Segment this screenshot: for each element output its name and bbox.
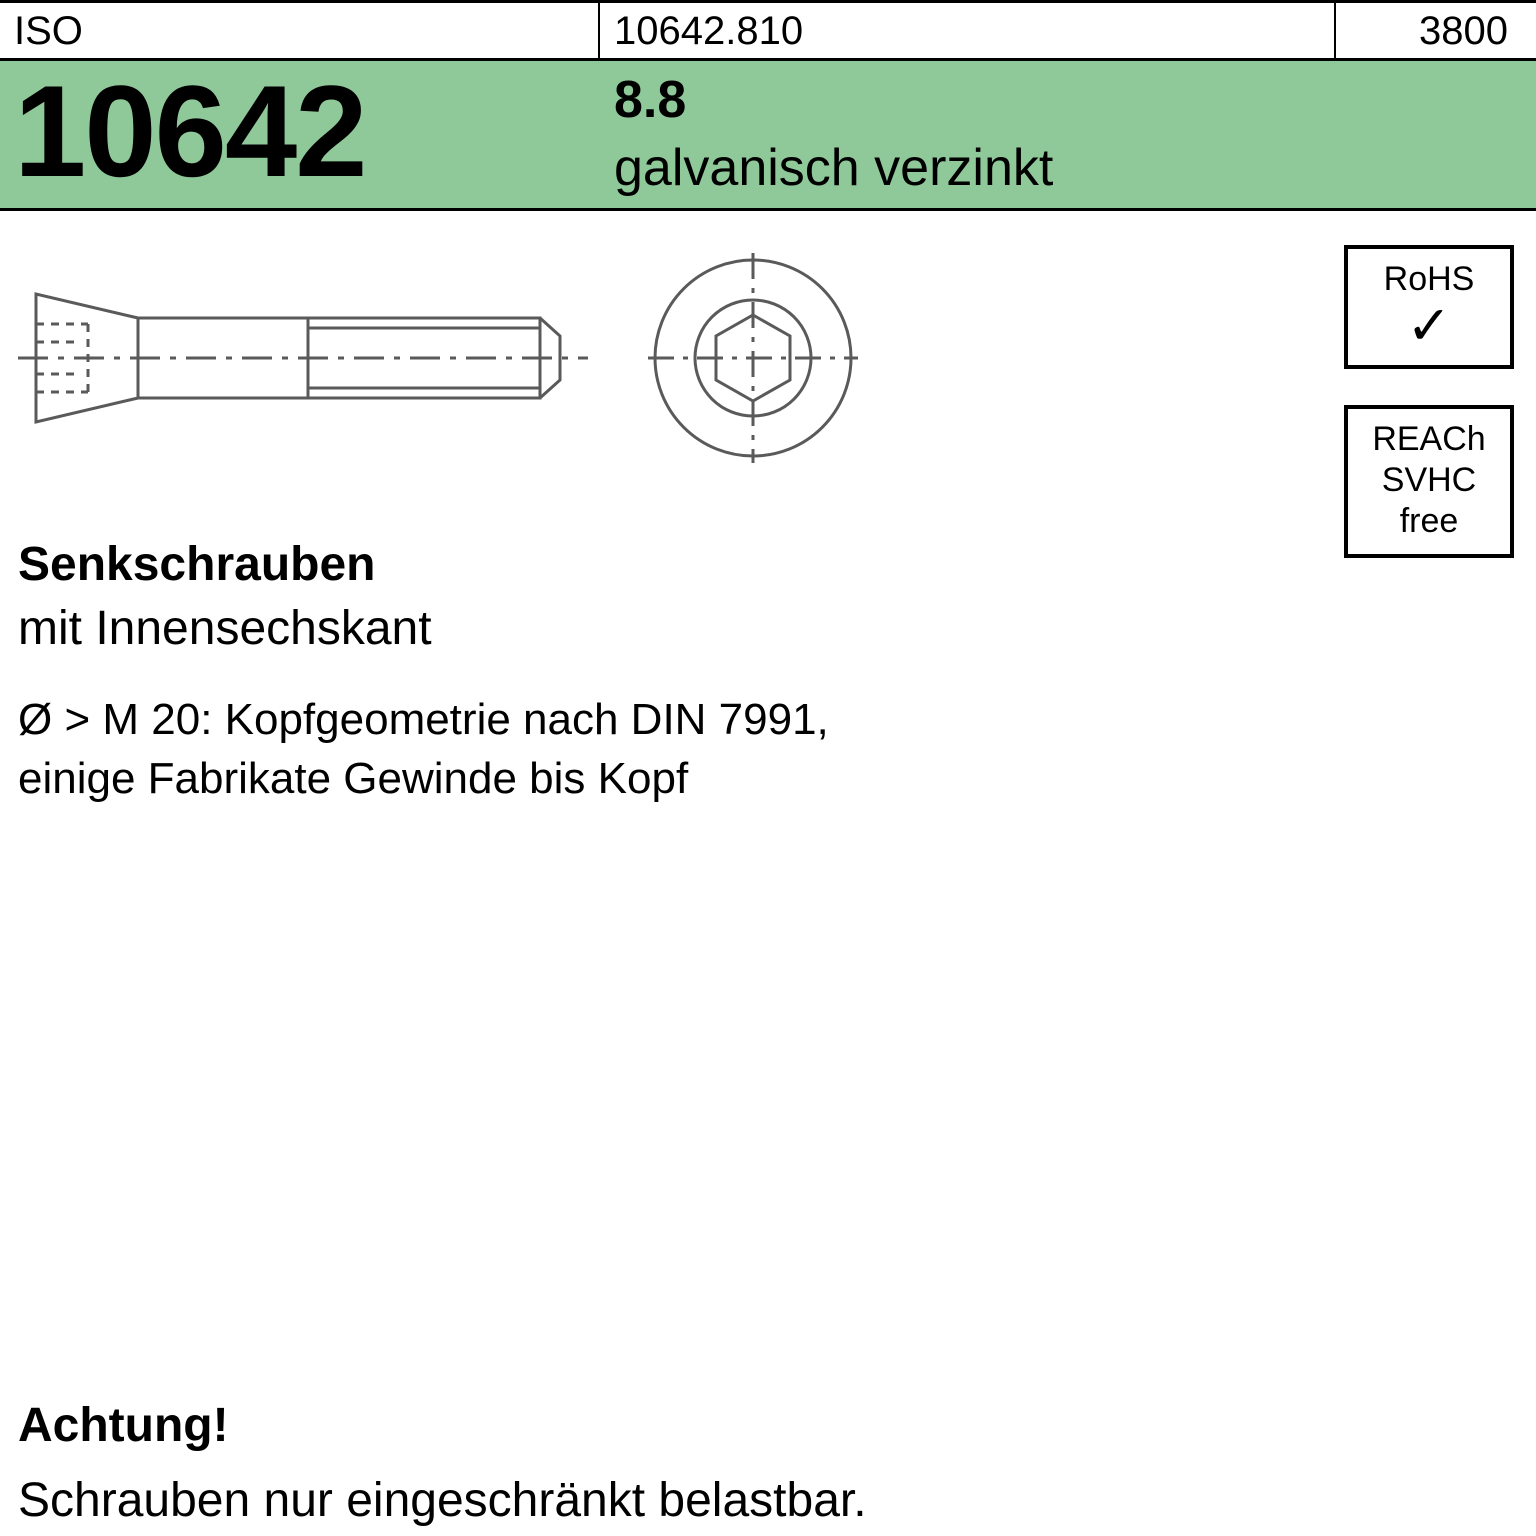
product-note-1: Ø > M 20: Kopfgeometrie nach DIN 7991, — [18, 690, 1518, 749]
reach-badge: REACh SVHC free — [1344, 405, 1514, 557]
header-row: ISO 10642.810 3800 — [0, 0, 1536, 61]
rohs-label: RoHS — [1354, 259, 1504, 300]
warning-heading: Achtung! — [18, 1398, 1518, 1453]
content-area: RoHS ✓ REACh SVHC free Senkschrauben mit… — [0, 211, 1536, 809]
reach-line2: SVHC — [1354, 460, 1504, 501]
header-right-number: 3800 — [1336, 3, 1536, 58]
check-icon: ✓ — [1354, 299, 1504, 353]
screw-top-diagram — [648, 253, 858, 463]
footer-warning: Achtung! Schrauben nur eingeschränkt bel… — [0, 1398, 1536, 1536]
product-note-2: einige Fabrikate Gewinde bis Kopf — [18, 749, 1518, 808]
warning-text: Schrauben nur eingeschränkt belastbar. — [18, 1473, 1518, 1528]
standard-number: 10642 — [0, 61, 600, 208]
strength-grade: 8.8 — [614, 70, 1522, 130]
product-subtitle: mit Innensechskant — [18, 597, 1518, 662]
compliance-badges: RoHS ✓ REACh SVHC free — [1344, 245, 1514, 558]
standard-detail: 8.8 galvanisch verzinkt — [600, 61, 1536, 208]
description-block: Senkschrauben mit Innensechskant Ø > M 2… — [18, 533, 1518, 809]
header-code: 10642.810 — [600, 3, 1336, 58]
standard-banner: 10642 8.8 galvanisch verzinkt — [0, 61, 1536, 211]
reach-line1: REACh — [1354, 419, 1504, 460]
finish-text: galvanisch verzinkt — [614, 138, 1522, 198]
diagram-row — [18, 253, 1518, 463]
product-title: Senkschrauben — [18, 533, 1518, 598]
reach-line3: free — [1354, 501, 1504, 542]
rohs-badge: RoHS ✓ — [1344, 245, 1514, 370]
screw-side-diagram — [18, 258, 588, 458]
header-iso: ISO — [0, 3, 600, 58]
